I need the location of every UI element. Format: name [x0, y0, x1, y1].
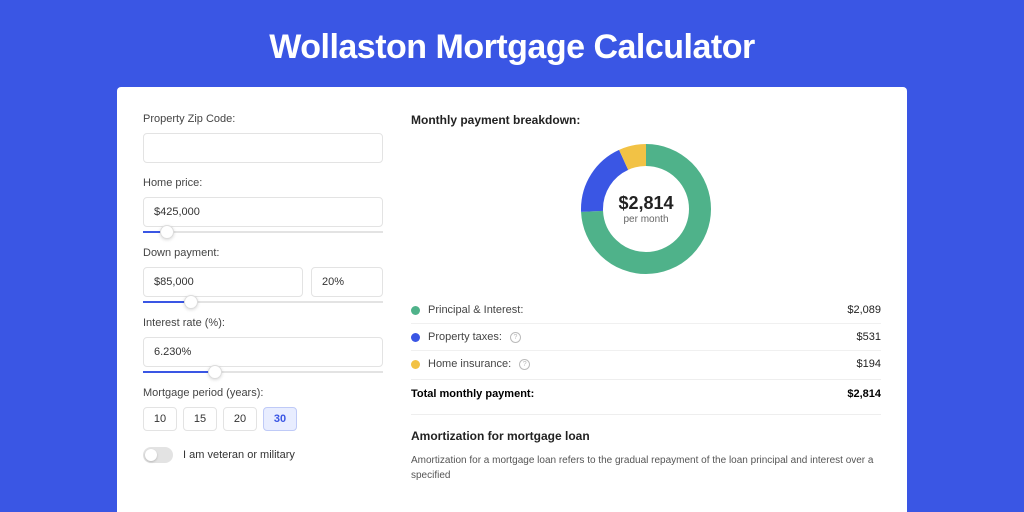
total-value: $2,814 [847, 388, 881, 400]
legend-label: Property taxes: [428, 331, 502, 343]
toggle-knob [145, 449, 157, 461]
period-option-20[interactable]: 20 [223, 407, 257, 431]
donut-center-sub: per month [623, 214, 668, 225]
down-payment-percent-input[interactable] [311, 267, 383, 297]
legend-row: Property taxes:? $531 [411, 324, 881, 351]
page-title: Wollaston Mortgage Calculator [0, 0, 1024, 87]
period-option-10[interactable]: 10 [143, 407, 177, 431]
zip-label: Property Zip Code: [143, 113, 383, 125]
info-icon[interactable]: ? [519, 359, 530, 370]
legend-dot [411, 333, 420, 342]
period-option-15[interactable]: 15 [183, 407, 217, 431]
legend-value: $531 [857, 331, 881, 343]
legend-dot [411, 306, 420, 315]
military-label: I am veteran or military [183, 449, 295, 461]
donut-center-value: $2,814 [618, 193, 673, 214]
period-option-30[interactable]: 30 [263, 407, 297, 431]
home-price-label: Home price: [143, 177, 383, 189]
military-row: I am veteran or military [143, 447, 383, 463]
period-field: Mortgage period (years): 10152030 [143, 387, 383, 431]
interest-slider-thumb[interactable] [208, 365, 222, 379]
period-label: Mortgage period (years): [143, 387, 383, 399]
down-payment-field: Down payment: [143, 247, 383, 303]
amortization-body: Amortization for a mortgage loan refers … [411, 453, 881, 483]
home-price-input[interactable] [143, 197, 383, 227]
down-payment-slider[interactable] [143, 301, 383, 303]
donut-chart: $2,814 per month [411, 141, 881, 277]
breakdown-panel: Monthly payment breakdown: $2,814 per mo… [411, 113, 881, 512]
form-panel: Property Zip Code: Home price: Down paym… [143, 113, 383, 512]
legend-row: Home insurance:? $194 [411, 351, 881, 377]
total-row: Total monthly payment: $2,814 [411, 379, 881, 414]
total-label: Total monthly payment: [411, 388, 534, 400]
amortization-section: Amortization for mortgage loan Amortizat… [411, 414, 881, 483]
legend-row: Principal & Interest: $2,089 [411, 297, 881, 324]
home-price-field: Home price: [143, 177, 383, 233]
down-payment-amount-input[interactable] [143, 267, 303, 297]
legend-value: $194 [857, 358, 881, 370]
legend-label: Home insurance: [428, 358, 511, 370]
legend-value: $2,089 [847, 304, 881, 316]
breakdown-title: Monthly payment breakdown: [411, 113, 881, 127]
interest-field: Interest rate (%): [143, 317, 383, 373]
calculator-card: Property Zip Code: Home price: Down paym… [117, 87, 907, 512]
down-payment-label: Down payment: [143, 247, 383, 259]
interest-label: Interest rate (%): [143, 317, 383, 329]
down-payment-slider-thumb[interactable] [184, 295, 198, 309]
home-price-slider-thumb[interactable] [160, 225, 174, 239]
zip-input[interactable] [143, 133, 383, 163]
legend-dot [411, 360, 420, 369]
zip-field: Property Zip Code: [143, 113, 383, 163]
interest-input[interactable] [143, 337, 383, 367]
legend-label: Principal & Interest: [428, 304, 523, 316]
amortization-title: Amortization for mortgage loan [411, 429, 881, 443]
military-toggle[interactable] [143, 447, 173, 463]
info-icon[interactable]: ? [510, 332, 521, 343]
interest-slider[interactable] [143, 371, 383, 373]
home-price-slider[interactable] [143, 231, 383, 233]
